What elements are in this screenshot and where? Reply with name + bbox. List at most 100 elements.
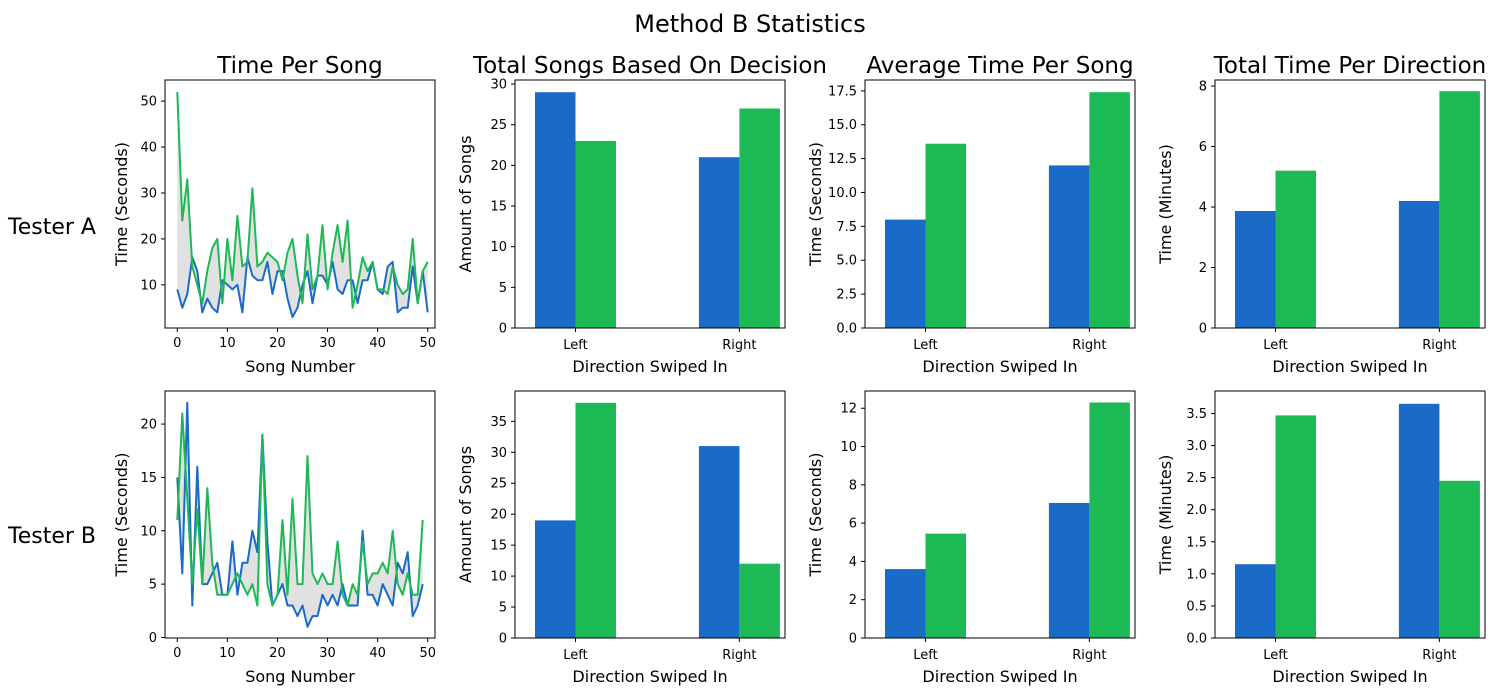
y-tick-label: 20 xyxy=(140,418,157,433)
bar-right-series-1 xyxy=(698,157,740,328)
chart-panel-7: Left Right 0 2 4 6 8 10 12 Direction Swiped In Tim… xyxy=(806,390,1136,686)
x-tick-label: Left xyxy=(1263,338,1287,353)
x-tick-label: 0 xyxy=(173,646,181,661)
x-tick-label: 50 xyxy=(419,646,436,661)
axes-frame xyxy=(1214,79,1486,329)
y-tick-label: 2.5 xyxy=(1186,471,1207,486)
y-tick-label: 17.5 xyxy=(828,84,857,99)
series-line-1 xyxy=(176,256,429,318)
bar-left-series-2 xyxy=(925,143,966,328)
y-tick-label: 5 xyxy=(149,578,157,593)
x-axis-label: Direction Swiped In xyxy=(572,357,727,376)
bar-left-series-2 xyxy=(575,402,616,638)
x-tick-label: 20 xyxy=(269,336,286,351)
y-tick-label: 4 xyxy=(849,555,857,570)
y-tick-label: 20 xyxy=(490,508,507,523)
row-label-tester-b: Tester B xyxy=(7,524,96,549)
chart-panel-4: Left Right 0 2 4 6 8 Total Time Per Direction Di… xyxy=(1156,53,1486,376)
axes-frame xyxy=(864,79,1136,329)
x-tick-label: Left xyxy=(1263,648,1287,663)
y-tick-label: 10 xyxy=(490,570,507,585)
y-tick-label: 40 xyxy=(140,141,157,156)
y-tick-label: 5 xyxy=(499,281,507,296)
x-tick-label: 0 xyxy=(173,336,181,351)
x-tick-label: 10 xyxy=(219,336,236,351)
y-tick-label: 3.5 xyxy=(1186,407,1207,422)
axes-frame xyxy=(164,390,436,639)
x-tick-label: Left xyxy=(563,648,587,663)
bar-left-series-2 xyxy=(1275,170,1316,328)
bar-right-series-1 xyxy=(698,446,740,638)
y-tick-label: 8 xyxy=(1199,80,1207,95)
x-tick-label: Right xyxy=(722,648,756,663)
chart-panel-6: Left Right 0 5 10 15 20 25 30 35 Direction Swiped … xyxy=(456,390,786,686)
x-tick-label: Right xyxy=(1422,338,1456,353)
y-tick-label: 35 xyxy=(490,415,507,430)
figure-suptitle: Method B Statistics xyxy=(634,10,865,38)
bar-left-series-1 xyxy=(1235,211,1276,328)
y-axis-label: Time (Minutes) xyxy=(1156,144,1175,265)
axes-frame xyxy=(164,79,436,329)
x-tick-label: 10 xyxy=(219,646,236,661)
y-axis-label: Time (Seconds) xyxy=(112,142,131,267)
y-tick-label: 15 xyxy=(490,539,507,554)
x-tick-label: 40 xyxy=(369,336,386,351)
y-tick-label: 3.0 xyxy=(1186,439,1207,454)
y-tick-label: 0 xyxy=(1199,322,1207,337)
series-line-2 xyxy=(176,91,429,309)
bar-left-series-1 xyxy=(535,92,576,328)
y-axis-label: Time (Seconds) xyxy=(112,453,131,578)
y-tick-label: 0.0 xyxy=(836,322,857,337)
y-tick-label: 2 xyxy=(1199,261,1207,276)
y-tick-label: 10 xyxy=(140,524,157,539)
y-tick-label: 10 xyxy=(140,278,157,293)
bar-left-series-1 xyxy=(885,219,926,328)
bar-left-series-1 xyxy=(1235,564,1276,638)
subplot-title: Time Per Song xyxy=(216,53,382,79)
bar-right-series-1 xyxy=(1048,503,1090,638)
y-axis-label: Time (Minutes) xyxy=(1156,455,1175,576)
x-tick-label: 20 xyxy=(269,646,286,661)
y-axis-label: Time (Seconds) xyxy=(806,453,825,578)
x-axis-label: Direction Swiped In xyxy=(572,667,727,686)
y-tick-label: 0 xyxy=(499,632,507,647)
y-tick-label: 0 xyxy=(499,322,507,337)
y-tick-label: 15 xyxy=(490,200,507,215)
x-axis-label: Song Number xyxy=(245,357,355,376)
y-tick-label: 30 xyxy=(140,186,157,201)
x-tick-label: Right xyxy=(1422,648,1456,663)
y-tick-label: 2.5 xyxy=(836,288,857,303)
y-tick-label: 30 xyxy=(490,78,507,93)
bar-left-series-1 xyxy=(535,520,576,638)
x-tick-label: 30 xyxy=(319,336,336,351)
y-tick-label: 1.0 xyxy=(1186,567,1207,582)
x-tick-label: 40 xyxy=(369,646,386,661)
chart-panel-3: Left Right 0.0 2.5 5.0 7.5 10.0 12.5 15.0 17.5 Ave… xyxy=(806,53,1136,376)
y-tick-label: 0 xyxy=(149,631,157,646)
bar-right-series-2 xyxy=(739,563,780,638)
bar-right-series-1 xyxy=(1398,403,1440,638)
x-axis-label: Song Number xyxy=(245,667,355,686)
y-tick-label: 1.5 xyxy=(1186,535,1207,550)
y-tick-label: 12.5 xyxy=(828,152,857,167)
row-label-tester-a: Tester A xyxy=(7,215,96,240)
x-tick-label: Left xyxy=(913,648,937,663)
y-tick-label: 12 xyxy=(840,402,857,417)
x-axis-label: Direction Swiped In xyxy=(922,357,1077,376)
y-tick-label: 10.0 xyxy=(828,186,857,201)
x-tick-label: Right xyxy=(1072,648,1106,663)
y-tick-label: 5 xyxy=(499,601,507,616)
y-tick-label: 6 xyxy=(849,517,857,532)
subplot-title: Total Songs Based On Decision xyxy=(472,53,827,79)
x-tick-label: Left xyxy=(563,338,587,353)
y-axis-label: Time (Seconds) xyxy=(806,142,825,267)
x-tick-label: Right xyxy=(722,338,756,353)
bar-right-series-2 xyxy=(1089,92,1130,328)
x-tick-label: Left xyxy=(913,338,937,353)
y-tick-label: 4 xyxy=(1199,201,1207,216)
axes-frame xyxy=(514,79,786,329)
bar-left-series-2 xyxy=(1275,415,1316,638)
axes-frame xyxy=(514,390,786,639)
